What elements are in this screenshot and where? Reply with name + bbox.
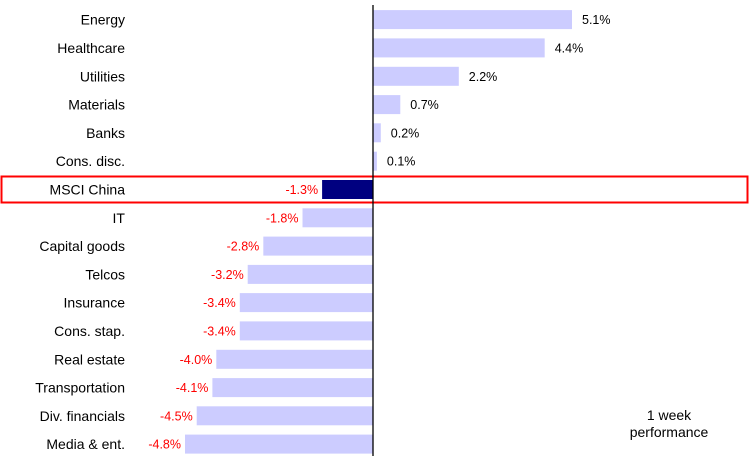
category-label-msci-china: MSCI China [50, 182, 126, 198]
category-label-telcos: Telcos [85, 266, 125, 282]
value-label-utilities: 2.2% [469, 70, 498, 84]
bar-media-and-ent [185, 434, 373, 454]
value-label-transportation: -4.1% [176, 381, 209, 395]
value-labels-group: 5.1% 4.4% 2.2% 0.7% 0.2% 0.1% -1.3% -1.8% -2.8% -… [148, 13, 610, 452]
category-label-transportation: Transportation [35, 380, 125, 396]
value-label-msci-china: -1.3% [285, 183, 318, 197]
highlight-box-msci-china [0, 175, 749, 204]
bar-utilities [373, 66, 459, 86]
category-label-cons-stap: Cons. stap. [54, 323, 125, 339]
annotation-line-2: performance [630, 424, 709, 440]
value-label-media-and-ent: -4.8% [148, 438, 181, 452]
category-label-materials: Materials [68, 97, 125, 113]
value-label-cons-stap: -3.4% [203, 324, 236, 338]
value-label-telcos: -3.2% [211, 268, 244, 282]
category-label-media-and-ent: Media & ent. [46, 436, 125, 452]
value-label-healthcare: 4.4% [555, 41, 584, 55]
category-label-real-estate: Real estate [54, 351, 125, 367]
category-label-insurance: Insurance [64, 295, 126, 311]
bar-telcos [247, 264, 373, 284]
bar-msci-china [322, 180, 373, 199]
bar-healthcare [373, 38, 545, 58]
category-label-utilities: Utilities [80, 68, 125, 84]
bar-energy [373, 10, 572, 30]
value-label-energy: 5.1% [582, 13, 611, 27]
bar-div-financials [196, 406, 373, 426]
bar-cons-stap [239, 321, 373, 341]
value-label-cons-disc: 0.1% [387, 155, 416, 169]
bar-transportation [212, 378, 373, 398]
bar-cons-disc [373, 151, 377, 171]
category-label-div-financials: Div. financials [40, 408, 125, 424]
bars-group [185, 10, 572, 454]
category-labels-group: Energy Healthcare Utilities Materials Banks C… [35, 12, 125, 453]
value-label-real-estate: -4.0% [180, 353, 213, 367]
category-label-energy: Energy [81, 12, 125, 28]
category-label-it: IT [113, 210, 126, 226]
category-label-cons-disc: Cons. disc. [56, 153, 125, 169]
category-label-healthcare: Healthcare [57, 40, 125, 56]
highlight-group [0, 175, 749, 204]
value-label-insurance: -3.4% [203, 296, 236, 310]
value-label-banks: 0.2% [391, 126, 420, 140]
category-label-banks: Banks [86, 125, 125, 141]
bar-real-estate [216, 349, 373, 369]
category-label-capital-goods: Capital goods [39, 238, 125, 254]
bar-materials [373, 95, 401, 115]
bar-capital-goods [263, 236, 373, 256]
value-label-capital-goods: -2.8% [227, 240, 260, 254]
bar-it [302, 208, 373, 228]
value-label-div-financials: -4.5% [160, 409, 193, 423]
bar-insurance [239, 293, 373, 313]
bar-banks [373, 123, 381, 143]
value-label-it: -1.8% [266, 211, 299, 225]
value-label-materials: 0.7% [410, 98, 439, 112]
annotation-line-1: 1 week [647, 407, 692, 423]
